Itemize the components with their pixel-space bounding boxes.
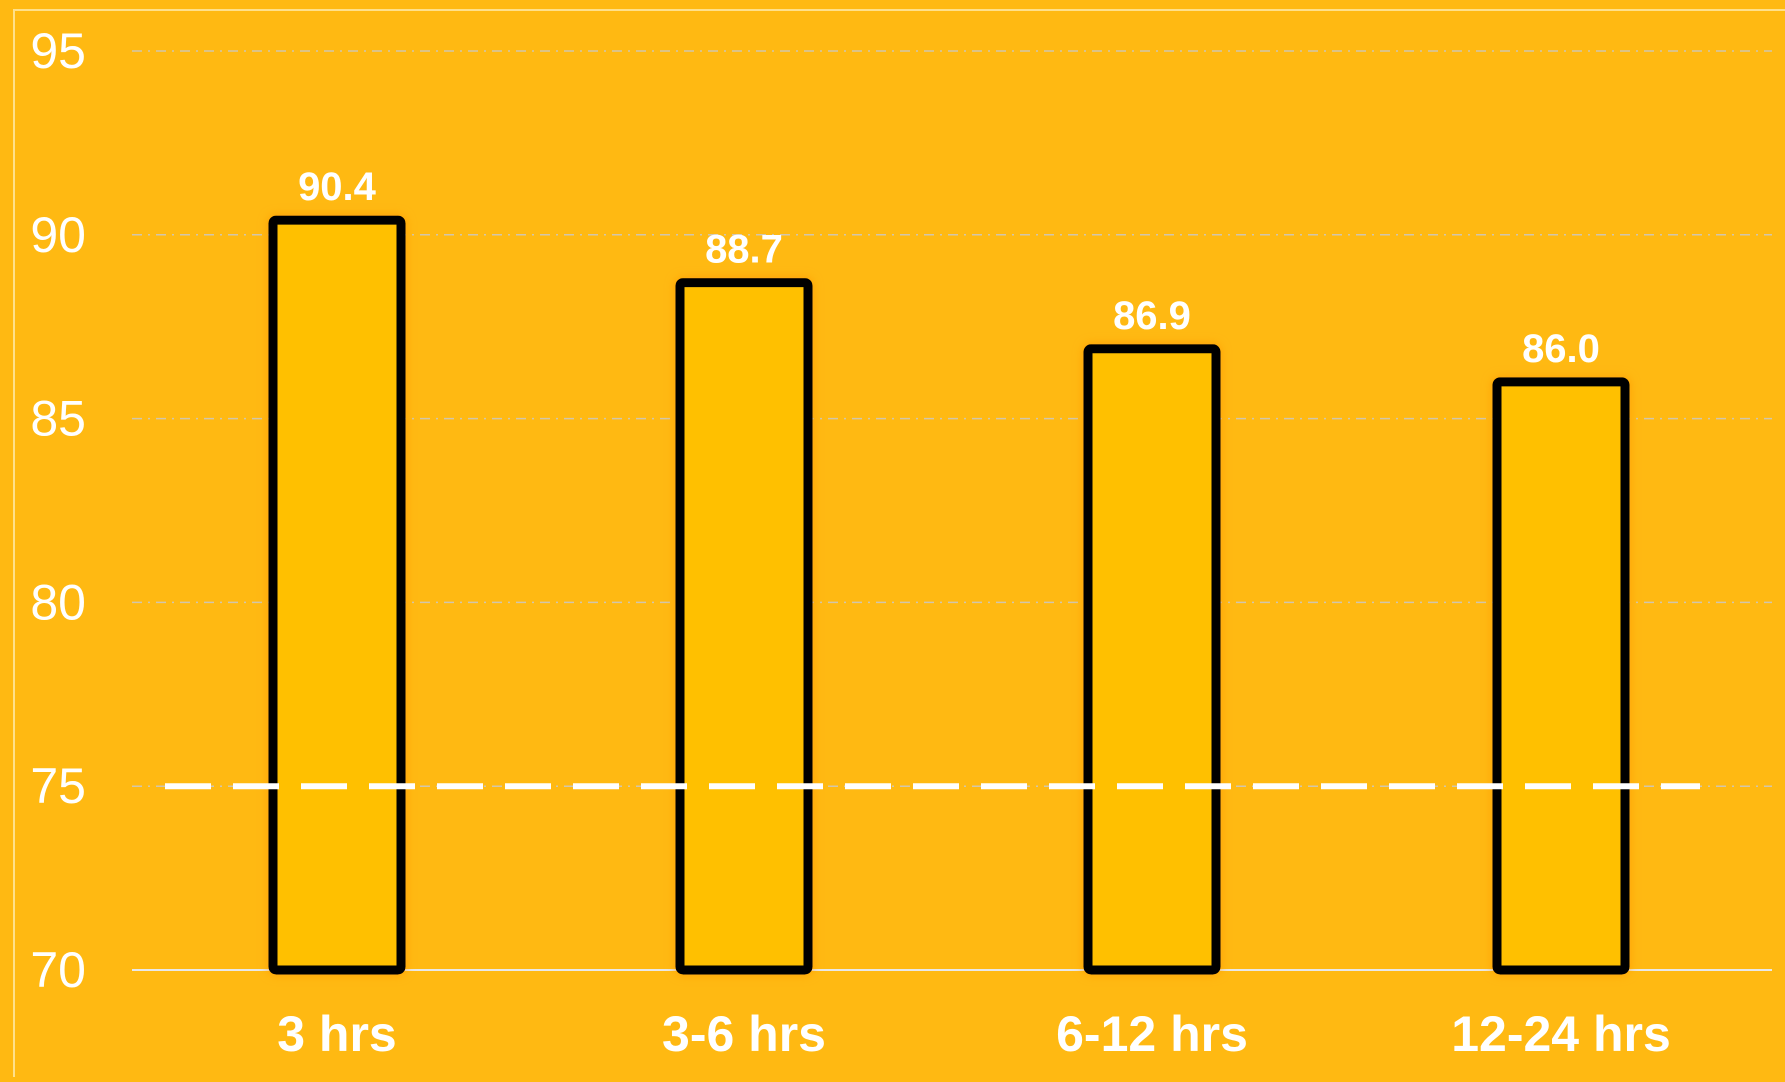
y-tick-label-90: 90 bbox=[30, 207, 86, 263]
value-label-2: 88.7 bbox=[705, 228, 783, 272]
bar-2 bbox=[675, 278, 813, 975]
bar-3 bbox=[1083, 344, 1221, 975]
y-axis-ticks: 95 90 85 80 75 70 bbox=[30, 23, 86, 998]
category-label-3: 6-12 hrs bbox=[1056, 1006, 1248, 1062]
category-label-2: 3-6 hrs bbox=[662, 1006, 826, 1062]
x-axis-categories: 3 hrs 3-6 hrs 6-12 hrs 12-24 hrs bbox=[277, 1006, 1671, 1062]
y-tick-label-85: 85 bbox=[30, 391, 86, 447]
bar-4 bbox=[1492, 377, 1630, 975]
bar-1 bbox=[268, 215, 406, 975]
bar-layer bbox=[268, 215, 1630, 975]
value-label-3: 86.9 bbox=[1113, 294, 1191, 338]
y-tick-label-80: 80 bbox=[30, 574, 86, 630]
chart-frame bbox=[13, 9, 1785, 1082]
category-label-4: 12-24 hrs bbox=[1451, 1006, 1671, 1062]
y-tick-label-75: 75 bbox=[30, 758, 86, 814]
y-tick-label-95: 95 bbox=[30, 23, 86, 79]
value-label-layer: 90.4 88.7 86.9 86.0 bbox=[298, 165, 1600, 371]
category-label-1: 3 hrs bbox=[277, 1006, 397, 1062]
value-label-1: 90.4 bbox=[298, 165, 377, 209]
y-tick-label-70: 70 bbox=[30, 942, 86, 998]
value-label-4: 86.0 bbox=[1522, 327, 1600, 371]
